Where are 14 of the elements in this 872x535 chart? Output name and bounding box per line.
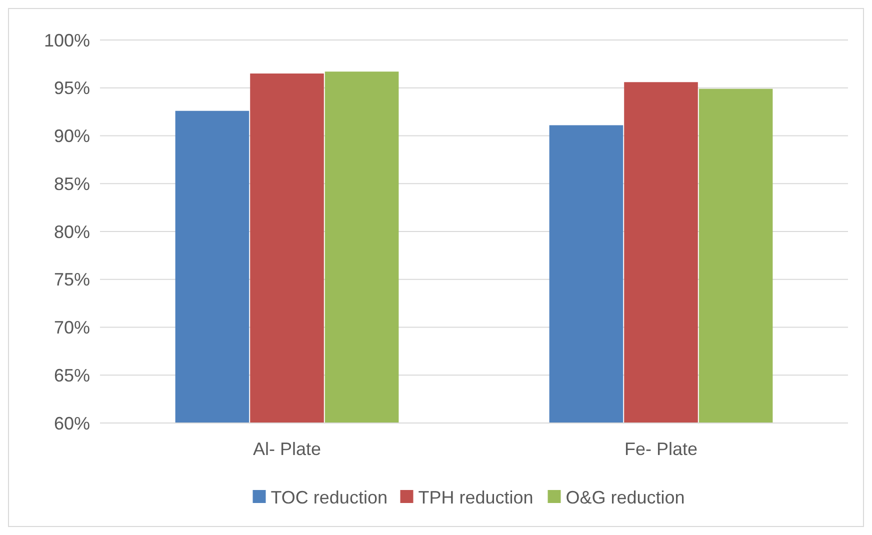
legend-label: TOC reduction — [270, 487, 388, 508]
y-tick-label: 90% — [54, 126, 90, 146]
y-tick-label: 70% — [54, 318, 90, 338]
y-tick-label: 95% — [54, 78, 90, 98]
y-tick-label: 100% — [44, 30, 90, 50]
y-tick-label: 80% — [54, 222, 90, 242]
y-tick-label: 60% — [54, 413, 90, 434]
x-tick-label: Al- Plate — [252, 439, 322, 459]
y-tick-label: 85% — [54, 174, 90, 194]
legend-label: O&G reduction — [566, 487, 685, 508]
y-tick-label: 75% — [54, 270, 90, 290]
legend-label: TPH reduction — [418, 487, 534, 508]
x-tick-label: Fe- Plate — [624, 439, 698, 459]
y-tick-label: 65% — [54, 365, 90, 386]
